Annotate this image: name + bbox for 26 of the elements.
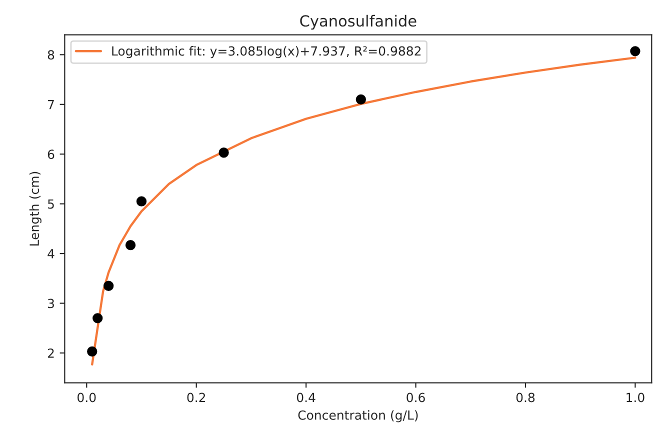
y-tick-label: 4	[48, 249, 54, 258]
point	[630, 46, 640, 56]
x-tick-label: 0.6	[406, 392, 425, 402]
x-tick-label: 0.2	[187, 392, 206, 402]
y-tick-label: 5	[48, 199, 54, 209]
point	[356, 94, 366, 105]
y-tick-label: 3	[48, 298, 54, 308]
x-tick-label: 0.0	[78, 392, 96, 402]
legend-label: Logarithmic fit: y=3.085log(x)+7.937, R²=0.9882	[112, 46, 421, 58]
point	[136, 196, 147, 206]
y-tick-label: 6	[48, 150, 54, 160]
y-tick-label: 2	[48, 348, 54, 358]
point	[125, 240, 136, 250]
x-axis-title: Concentration (g/L)	[298, 410, 418, 422]
chart-title: Cyanosulfanide	[300, 14, 416, 30]
point	[92, 313, 103, 324]
line-series	[91, 56, 636, 366]
x-tick-label: 0.8	[516, 392, 535, 402]
point	[218, 148, 229, 158]
y-axis-title: Length (cm)	[29, 172, 42, 246]
y-tick-label: 7	[48, 100, 54, 110]
point	[103, 280, 114, 291]
point	[87, 346, 98, 357]
x-tick-label: 0.4	[296, 392, 316, 402]
x-tick-label: 1.0	[626, 392, 644, 402]
y-tick-label: 8	[48, 50, 54, 60]
